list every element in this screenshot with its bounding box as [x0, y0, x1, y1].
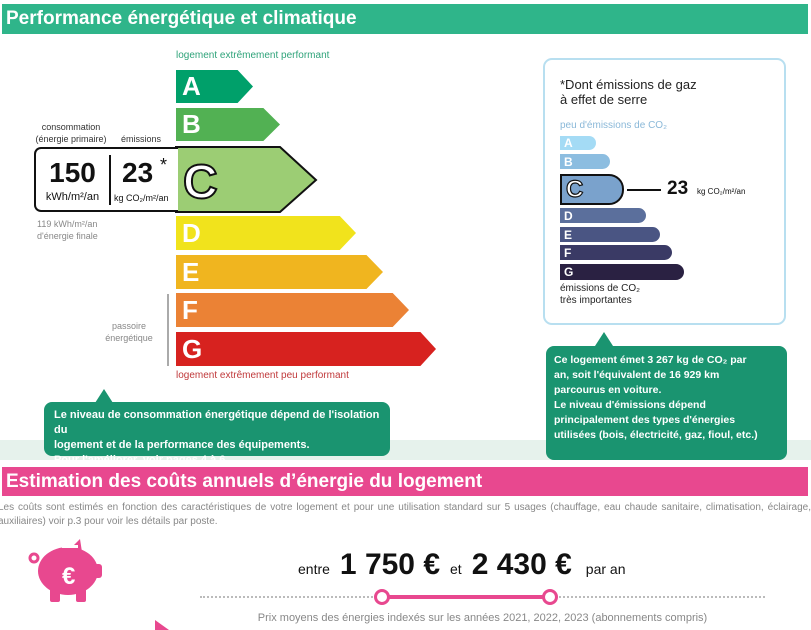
per-year-label: par an [585, 561, 626, 577]
energy-class-c-current: C [175, 146, 318, 213]
ghg-class-f: F [560, 245, 672, 260]
ghg-class-e: E [560, 227, 660, 242]
svg-text:€: € [62, 563, 75, 590]
energy-class-e: E [176, 255, 383, 289]
pink-pointer [155, 620, 169, 630]
cost-range: entre 1 750 € et 2 430 € par an [298, 548, 626, 584]
performance-values-box: 150 kWh/m²/an 23 * kg CO₂/m²/an [34, 147, 178, 212]
ghg-class-g: G [560, 264, 684, 280]
ghg-box [543, 58, 786, 325]
consumption-unit: kWh/m²/an [45, 191, 100, 203]
ghg-class-d: D [560, 208, 646, 223]
emissions-label: émissions [120, 134, 161, 144]
ghg-class-a: A [560, 136, 596, 150]
cost-max: 2 430 € [471, 548, 572, 581]
consumption-value: 150 [49, 157, 96, 188]
ghg-class-b: B [560, 154, 610, 169]
cost-description: Les coûts sont estimés en fonction des c… [0, 502, 811, 527]
energy-class-b: B [176, 108, 280, 141]
cost-min: 1 750 € [339, 548, 441, 581]
emissions-unit: kg CO₂/m²/an [114, 193, 169, 203]
ghg-top-label: peu d'émissions de CO₂ [560, 120, 667, 131]
ghg-class-c-current: C [560, 174, 624, 205]
energy-section-title: Performance énergétique et climatique [2, 4, 808, 34]
piggy-bank-euro-icon: € [28, 539, 102, 602]
energy-class-d: D [176, 216, 356, 250]
passoire-bracket [167, 294, 169, 366]
and-label: et [450, 561, 462, 577]
ghg-title: *Dont émissions de gaz à effet de serre [560, 77, 697, 107]
between-label: entre [298, 561, 330, 577]
energy-class-g: G [176, 332, 436, 366]
ghg-value-connector [627, 189, 661, 191]
svg-text:C: C [183, 156, 218, 209]
ghg-callout: Ce logement émet 3 267 kg de CO₂ par an, … [546, 346, 787, 460]
cost-section-title: Estimation des coûts annuels d’énergie d… [2, 467, 808, 496]
ghg-callout-pointer [595, 332, 613, 346]
emissions-asterisk: * [160, 155, 168, 175]
cost-footnote: Prix moyens des énergies indexés sur les… [257, 612, 708, 624]
ghg-value: 23 [667, 178, 689, 199]
cost-range-bar [382, 595, 550, 599]
cost-min-marker [374, 589, 390, 605]
cost-max-marker [542, 589, 558, 605]
passoire-label: passoire énergétique [105, 321, 153, 343]
energy-class-f: F [176, 293, 409, 327]
top-performance-label: logement extrêmement performant [176, 50, 330, 61]
ghg-unit: kg CO₂/m²/an [697, 187, 746, 196]
ghg-bottom-label: émissions de CO₂ très importantes [560, 283, 641, 306]
final-energy-note: 119 kWh/m²/an d'énergie finale [37, 219, 98, 241]
energy-callout: Le niveau de consommation énergétique dé… [44, 402, 390, 466]
energy-class-a: A [176, 70, 253, 103]
callout-pointer [95, 389, 113, 403]
bottom-performance-label: logement extrêmement peu performant [176, 370, 349, 381]
emissions-value: 23 [122, 157, 154, 188]
consumption-label: consommation (énergie primaire) [35, 122, 107, 144]
